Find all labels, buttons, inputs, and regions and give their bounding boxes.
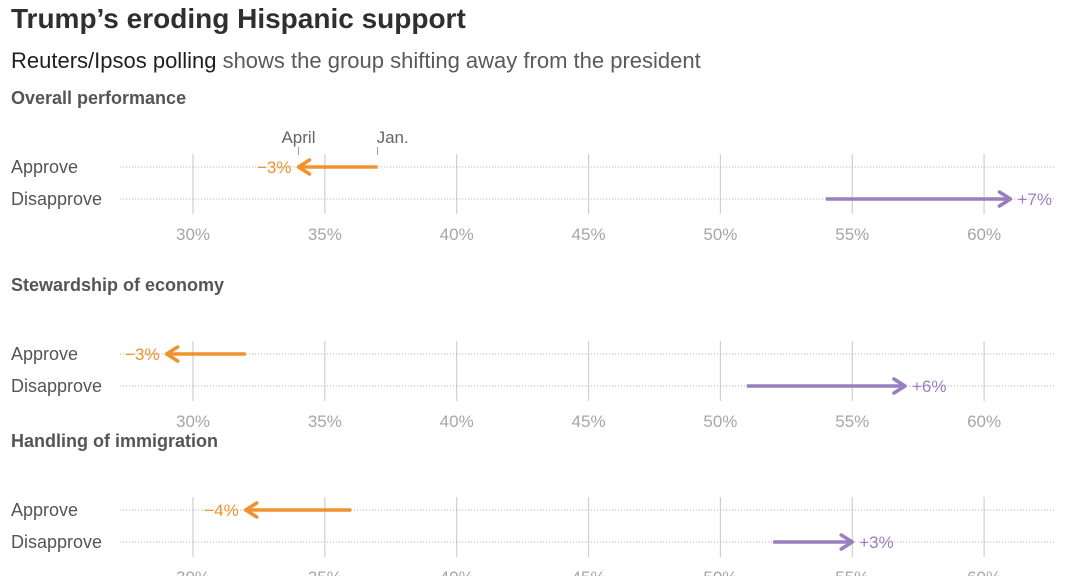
row-label: Disapprove: [11, 189, 102, 209]
panel: Stewardship of economy Approve −3% Disappro…: [11, 275, 1056, 431]
panel-title: Overall performance: [11, 88, 186, 108]
annotation-jan: Jan.: [377, 128, 409, 147]
x-tick-label: 60%: [967, 225, 1001, 244]
x-tick-label: 50%: [703, 568, 737, 576]
x-tick-label: 35%: [308, 412, 342, 431]
x-tick-label: 30%: [176, 568, 210, 576]
x-tick-label: 60%: [967, 412, 1001, 431]
row-label: Disapprove: [11, 532, 102, 552]
x-tick-label: 55%: [835, 568, 869, 576]
x-tick-label: 40%: [440, 412, 474, 431]
x-tick-label: 30%: [176, 225, 210, 244]
row-label: Disapprove: [11, 376, 102, 396]
x-tick-label: 40%: [440, 225, 474, 244]
x-tick-label: 40%: [440, 568, 474, 576]
row-label: Approve: [11, 500, 78, 520]
x-tick-label: 45%: [572, 412, 606, 431]
change-label: +7%: [1017, 190, 1052, 209]
subtitle-source: Reuters/Ipsos polling: [11, 48, 216, 73]
x-tick-label: 60%: [967, 568, 1001, 576]
change-arrow-head: [892, 377, 907, 395]
x-tick-label: 55%: [835, 412, 869, 431]
x-tick-label: 30%: [176, 412, 210, 431]
annotation-april: April: [281, 128, 315, 147]
panel: Overall performance Approve −3% Disapprove +…: [11, 88, 1056, 244]
chart-title: Trump’s eroding Hispanic support: [11, 3, 466, 34]
x-tick-label: 50%: [703, 412, 737, 431]
change-arrow-head: [164, 345, 180, 363]
change-arrow-head: [839, 533, 855, 551]
chart-subtitle: Reuters/Ipsos polling shows the group sh…: [11, 48, 701, 73]
subtitle-text: shows the group shifting away from the p…: [216, 48, 700, 73]
change-label: −4%: [204, 501, 239, 520]
row-label: Approve: [11, 157, 78, 177]
panel: Handling of immigration Approve −4% Disappr…: [11, 431, 1056, 576]
x-tick-label: 45%: [572, 568, 606, 576]
x-tick-label: 45%: [572, 225, 606, 244]
x-tick-label: 50%: [703, 225, 737, 244]
x-tick-label: 55%: [835, 225, 869, 244]
change-label: −3%: [257, 158, 292, 177]
change-arrow-head: [997, 190, 1013, 208]
change-arrow-head: [296, 158, 312, 176]
panel-title: Handling of immigration: [11, 431, 218, 451]
change-label: +3%: [859, 533, 894, 552]
row-label: Approve: [11, 344, 78, 364]
change-arrow-head: [243, 501, 259, 519]
panels: Overall performance Approve −3% Disapprove +…: [11, 88, 1056, 576]
x-tick-label: 35%: [308, 568, 342, 576]
panel-title: Stewardship of economy: [11, 275, 224, 295]
x-tick-label: 35%: [308, 225, 342, 244]
change-label: +6%: [912, 377, 947, 396]
change-label: −3%: [125, 345, 160, 364]
